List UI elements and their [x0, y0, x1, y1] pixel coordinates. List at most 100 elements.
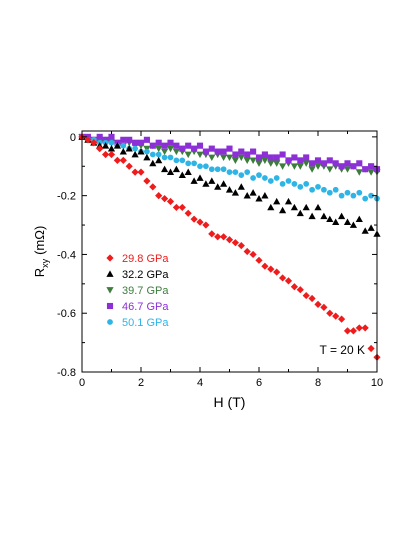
data-point — [338, 163, 345, 170]
data-point — [149, 151, 156, 158]
data-point — [126, 136, 133, 143]
data-point — [214, 148, 221, 155]
data-point — [338, 192, 345, 199]
data-point — [107, 145, 116, 152]
data-point — [255, 256, 263, 264]
data-point — [344, 189, 351, 196]
x-tick-label: 10 — [371, 377, 383, 389]
y-axis-label-subscript: xy — [40, 258, 50, 268]
y-tick-label: 0 — [70, 132, 76, 144]
data-point — [220, 148, 227, 155]
y-axis-label-unit: (mΩ) — [32, 226, 47, 255]
data-point — [161, 154, 168, 161]
data-point — [149, 142, 156, 149]
data-point — [143, 136, 150, 143]
data-point — [338, 315, 346, 323]
data-point — [231, 189, 239, 196]
data-point — [273, 175, 280, 181]
data-point — [350, 192, 357, 199]
data-point — [84, 136, 92, 144]
x-axis-label: H (T) — [214, 394, 246, 410]
data-point — [225, 186, 234, 193]
data-point — [197, 163, 203, 170]
data-point — [368, 163, 375, 170]
series-46-7-gpa — [78, 133, 381, 173]
data-point — [243, 247, 251, 256]
data-point — [284, 197, 293, 205]
data-point — [302, 291, 310, 300]
data-point — [309, 160, 316, 167]
data-point — [368, 192, 374, 199]
data-point — [290, 163, 298, 170]
data-point — [102, 136, 109, 143]
data-point — [314, 163, 322, 170]
data-point — [314, 203, 322, 211]
temperature-annotation: T = 20 K — [320, 343, 365, 357]
data-point — [308, 294, 316, 303]
data-point — [237, 242, 245, 250]
data-point — [238, 148, 245, 155]
data-point — [362, 166, 369, 173]
data-point — [225, 154, 234, 162]
legend-label: 50.1 GPa — [122, 317, 169, 329]
data-point — [161, 148, 169, 156]
data-point — [131, 150, 139, 158]
data-point — [208, 145, 215, 152]
data-point — [261, 192, 269, 199]
data-point — [172, 165, 180, 173]
data-point — [249, 157, 257, 164]
data-point — [202, 148, 209, 155]
series-29-8-gpa — [78, 133, 381, 361]
data-point — [96, 133, 103, 140]
data-point — [202, 221, 210, 229]
data-point — [367, 224, 375, 231]
data-point — [343, 218, 352, 225]
data-point — [326, 215, 334, 223]
data-point — [250, 175, 256, 181]
data-point — [249, 250, 257, 259]
data-point — [237, 183, 245, 190]
data-point — [261, 262, 269, 270]
data-point — [284, 277, 293, 285]
data-point — [172, 203, 180, 212]
y-tick-label: -0.4 — [57, 249, 76, 261]
data-point — [191, 160, 197, 167]
y-axis-label-main: R — [32, 268, 47, 277]
y-tick-label: -0.2 — [57, 191, 76, 203]
data-point — [238, 172, 245, 178]
data-point — [220, 154, 228, 162]
x-tick-label: 0 — [79, 377, 85, 389]
data-point — [326, 157, 333, 164]
data-point — [297, 157, 304, 164]
data-point — [273, 154, 280, 161]
data-point — [343, 166, 352, 173]
svg-text:Rxy(mΩ): Rxy (mΩ) — [32, 226, 50, 278]
data-point — [149, 183, 157, 191]
data-point — [119, 147, 127, 155]
data-point — [90, 139, 98, 147]
data-point — [196, 142, 204, 149]
data-point — [131, 168, 139, 176]
data-point — [120, 142, 127, 149]
data-point — [290, 283, 298, 291]
axes: 0 2 4 6 8 10 0 -0.2 -0.4 -0.6 -0.8 — [57, 131, 383, 389]
data-point — [255, 194, 263, 202]
data-point — [361, 324, 369, 332]
x-tick-label: 8 — [315, 377, 321, 389]
data-point — [155, 156, 163, 164]
data-point — [143, 177, 151, 185]
data-point — [208, 154, 216, 162]
data-point — [232, 151, 239, 158]
data-point — [362, 195, 369, 202]
x-tick-label: 4 — [197, 377, 203, 389]
data-point — [137, 168, 145, 176]
data-point — [161, 194, 169, 203]
data-point — [155, 151, 162, 158]
data-point — [279, 206, 287, 214]
data-point — [296, 163, 304, 170]
data-point — [185, 160, 192, 167]
data-point — [108, 139, 115, 146]
data-point — [184, 168, 192, 176]
x-tick-label: 2 — [138, 377, 144, 389]
data-point — [208, 230, 216, 238]
